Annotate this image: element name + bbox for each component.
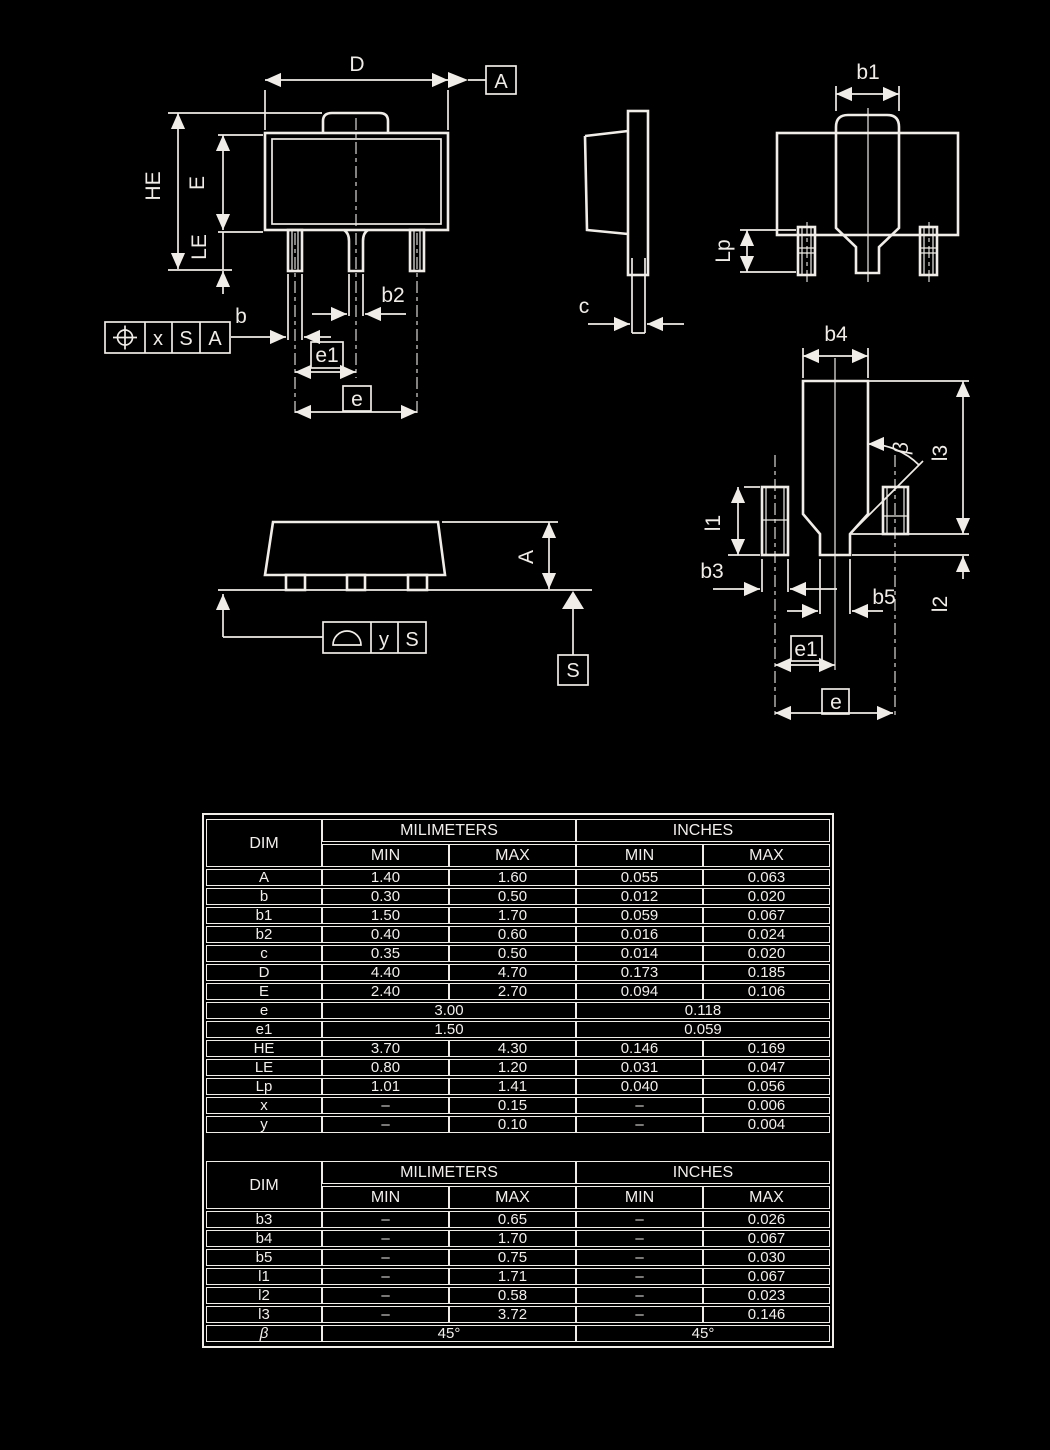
table-row: e 3.00 0.118 — [206, 1002, 830, 1019]
frame-datum: A — [208, 328, 222, 350]
dim-label-lp: Lp — [712, 239, 735, 262]
dim-label-e-width: E — [186, 176, 209, 190]
dim-label-b4: b4 — [824, 323, 848, 346]
table-header-row: DIM MILIMETERS INCHES — [206, 819, 830, 867]
table-row: b3–0.65–0.026 — [206, 1211, 830, 1228]
table-row: l1–1.71–0.067 — [206, 1268, 830, 1285]
frame-tolerance: x — [153, 328, 163, 350]
frame-tolerance: y — [379, 629, 389, 651]
dim-label-b2: b2 — [381, 284, 404, 307]
dim-label-a: A — [515, 550, 538, 564]
frame-datum: S — [405, 629, 418, 651]
position-tolerance-icon — [113, 325, 137, 350]
col-header-min: MIN — [322, 844, 449, 867]
table-row: b 0.30 0.50 0.012 0.020 — [206, 888, 830, 905]
table-row: A 1.40 1.60 0.055 0.063 — [206, 869, 830, 886]
position-tolerance-frame: x S A — [104, 321, 231, 354]
col-header-max: MAX — [703, 1186, 830, 1209]
col-header-max: MAX — [449, 1186, 576, 1209]
table-row: l2–0.58–0.023 — [206, 1287, 830, 1304]
table-subheader-row: MIN MAX MIN MAX — [206, 844, 830, 867]
table-row: E 2.40 2.70 0.094 0.106 — [206, 983, 830, 1000]
table-row: x –0.15–0.006 — [206, 1097, 830, 1114]
table-row: β 45° 45° — [206, 1325, 830, 1342]
frame-material: S — [179, 328, 192, 350]
flatness-tolerance-frame: y S — [215, 594, 427, 654]
dim-label-le: LE — [188, 234, 211, 260]
col-header-milimeters: MILIMETERS — [322, 1161, 576, 1184]
col-header-min: MIN — [576, 844, 703, 867]
table-header-row: DIM MILIMETERS INCHES — [206, 1161, 830, 1209]
table-row: b1 1.50 1.70 0.059 0.067 — [206, 907, 830, 924]
col-header-max: MAX — [703, 844, 830, 867]
dim-label-l2: l2 — [929, 596, 952, 612]
table-row: c 0.35 0.50 0.014 0.020 — [206, 945, 830, 962]
table-row: HE 3.70 4.30 0.146 0.169 — [206, 1040, 830, 1057]
table-row: l3–3.72–0.146 — [206, 1306, 830, 1323]
seating-plane-icon — [332, 630, 362, 646]
dim-label-c: c — [579, 295, 590, 318]
dim-label-b: b — [235, 305, 247, 328]
table-row: y –0.10–0.004 — [206, 1116, 830, 1133]
datum-box-a: A — [494, 71, 508, 93]
col-header-min: MIN — [322, 1186, 449, 1209]
seating-datum-triangle-icon — [562, 591, 584, 609]
dim-label-e: e — [351, 388, 363, 411]
table-row: LE 0.80 1.20 0.031 0.047 — [206, 1059, 830, 1076]
datum-box-s: S — [566, 660, 579, 682]
table-row: e1 1.50 0.059 — [206, 1021, 830, 1038]
col-header-inches: INCHES — [576, 819, 830, 842]
dim-label-b5: b5 — [872, 586, 895, 609]
dimension-table-2: DIM MILIMETERS INCHES MIN MAX MIN MAX b3… — [206, 1159, 830, 1344]
bottom-view: A S y S — [215, 520, 592, 686]
table-subheader-row: MIN MAX MIN MAX — [206, 1186, 830, 1209]
col-header-dim: DIM — [206, 1161, 322, 1209]
dim-label-beta: β — [890, 442, 913, 455]
col-header-dim: DIM — [206, 819, 322, 867]
col-header-min: MIN — [576, 1186, 703, 1209]
col-header-milimeters: MILIMETERS — [322, 819, 576, 842]
col-header-inches: INCHES — [576, 1161, 830, 1184]
datum-arrow-icon — [448, 72, 468, 88]
dim-label-e1: e1 — [794, 638, 817, 661]
dim-label-b1: b1 — [856, 61, 879, 84]
dim-label-he: HE — [142, 171, 165, 200]
dim-label-d: D — [349, 53, 364, 76]
dim-label-l3: l3 — [929, 445, 952, 461]
table-row: b4–1.70–0.067 — [206, 1230, 830, 1247]
side-view: c — [579, 109, 684, 334]
table-row: Lp 1.01 1.41 0.040 0.056 — [206, 1078, 830, 1095]
table-row: D 4.40 4.70 0.173 0.185 — [206, 964, 830, 981]
detail-view: b4 β l3 l2 l1 b3 b5 e1 e — [700, 323, 971, 721]
front-view: D A HE E LE b2 b — [104, 53, 517, 420]
table-gap — [206, 1135, 830, 1159]
dim-label-b3: b3 — [700, 560, 723, 583]
dim-label-e: e — [830, 691, 842, 714]
dim-label-l1: l1 — [702, 515, 725, 531]
table-row: b2 0.40 0.60 0.016 0.024 — [206, 926, 830, 943]
table-row: b5–0.75–0.030 — [206, 1249, 830, 1266]
col-header-max: MAX — [449, 844, 576, 867]
back-view: b1 Lp — [712, 61, 960, 282]
drawing-canvas: D A HE E LE b2 b — [104, 53, 971, 721]
dim-label-e1: e1 — [315, 344, 338, 367]
